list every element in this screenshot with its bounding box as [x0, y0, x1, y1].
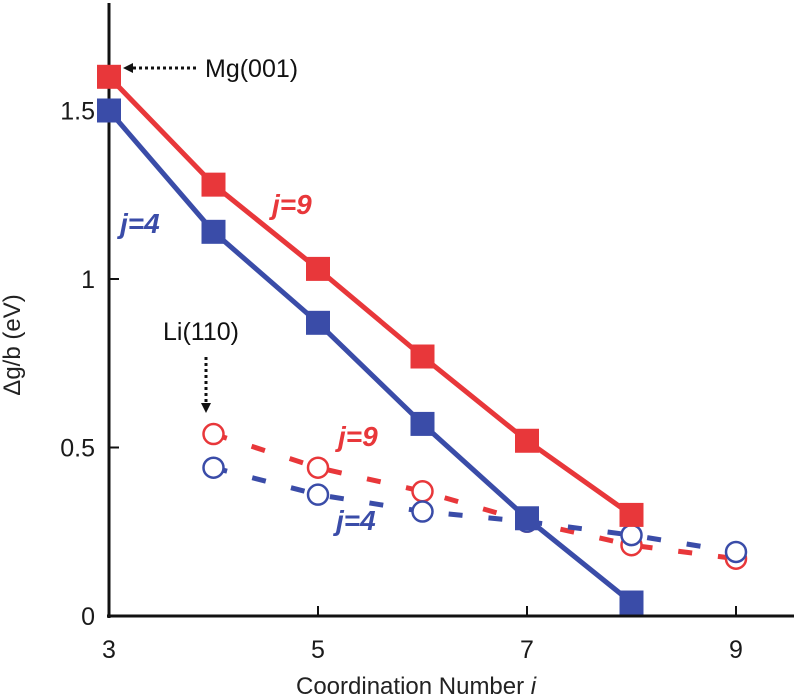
li-j4-label: j=4	[332, 505, 376, 536]
y-axis-label: Δg/b (eV)	[0, 294, 26, 395]
data-point	[620, 523, 643, 547]
li110-label: Li(110)	[163, 318, 239, 346]
data-point	[619, 502, 644, 527]
data-point	[515, 506, 539, 531]
data-point	[410, 411, 435, 436]
x-axis-label-var: i	[531, 673, 537, 698]
series-line	[107, 75, 633, 517]
axis-labels: Δg/b (eV) Coordination Number i	[0, 294, 537, 698]
series-0	[97, 64, 644, 527]
data-point	[202, 422, 225, 446]
series-labels: j=9 j=4 j=9 j=4	[116, 189, 378, 536]
y-tick-label: 1.5	[60, 98, 95, 126]
x-axis-label-text: Coordination Number	[296, 673, 524, 698]
data-point	[411, 480, 434, 503]
y-tick-label: 1	[81, 266, 95, 294]
data-point	[202, 456, 225, 479]
axes	[107, 3, 794, 618]
series-line	[107, 108, 634, 605]
y-tick-label: 0	[81, 603, 95, 631]
series-2	[202, 422, 748, 570]
x-axis-label: Coordination Number i	[296, 673, 537, 698]
data-point	[201, 172, 226, 197]
x-tick-label: 9	[729, 636, 743, 664]
data-point	[410, 344, 435, 369]
data-point	[619, 590, 644, 615]
mg-j9-label: j=9	[268, 189, 312, 220]
series-1	[97, 98, 644, 615]
data-point	[724, 540, 748, 564]
data-point	[515, 428, 539, 453]
data-point	[97, 98, 121, 123]
series-group	[97, 64, 748, 615]
ticks: 3 5 7 9 0 0.5 1 1.5	[60, 98, 743, 665]
series-line	[212, 431, 737, 562]
data-point	[306, 483, 330, 506]
x-tick-label: 3	[102, 636, 116, 664]
x-tick-label: 7	[520, 636, 534, 664]
y-tick-label: 0.5	[60, 435, 95, 463]
data-point	[97, 64, 121, 89]
data-point	[306, 456, 330, 479]
data-point	[306, 310, 330, 335]
li-j9-label: j=9	[334, 421, 378, 452]
data-point	[411, 500, 434, 523]
mg-j4-label: j=4	[116, 208, 160, 239]
series-line	[212, 465, 737, 555]
data-point	[306, 256, 330, 281]
data-point	[201, 219, 226, 244]
x-tick-label: 5	[311, 636, 325, 664]
mg001-label: Mg(001)	[205, 55, 298, 83]
annotations: Mg(001) Li(110)	[123, 55, 298, 413]
